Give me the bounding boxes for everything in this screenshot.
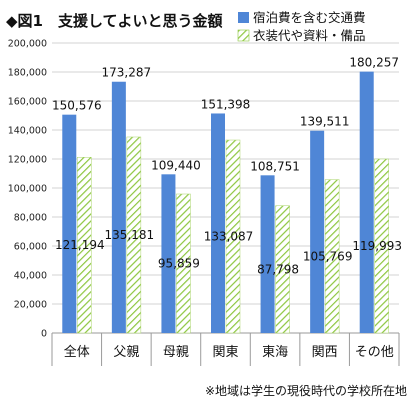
data-label-costume: 135,181 [105,228,155,242]
data-label-transport: 173,287 [102,66,152,80]
data-label-transport: 150,576 [52,99,102,113]
bar-transport [260,175,275,333]
data-label-transport: 108,751 [250,159,300,173]
data-labels: 150,576 121,194 173,287 135,181 109,440 95,85… [52,56,402,277]
x-category-label: 関東 [212,344,238,360]
legend-swatch-series-2 [237,29,250,42]
data-label-costume: 119,993 [352,239,402,253]
data-label-costume: 87,798 [257,262,299,276]
bars [62,71,389,334]
bar-costume [324,179,340,334]
legend: 宿泊費を含む交通費 衣装代や資料・備品 [237,10,366,43]
chart-title: ◆図1 支援してよいと思う金額 [6,12,223,30]
data-label-costume: 95,859 [158,257,200,271]
y-tick-label: 120,000 [8,155,47,166]
x-category-label: 東海 [262,344,288,360]
bar-transport [161,174,176,333]
x-category-label: 母親 [163,345,189,360]
y-tick-label: 100,000 [8,184,47,195]
data-label-costume: 105,769 [303,249,353,263]
bar-transport [62,114,77,334]
bar-costume [126,136,142,334]
data-label-transport: 151,398 [201,97,251,111]
y-tick-label: 160,000 [8,97,47,108]
legend-label-series-1: 宿泊費を含む交通費 [253,10,366,25]
legend-swatch-series-1 [238,12,249,23]
bar-costume [225,139,241,334]
y-tick-label: 80,000 [14,213,47,224]
footnote: ※地域は学生の現役時代の学校所在地 [205,383,407,398]
bar-costume [176,193,191,334]
data-label-transport: 109,440 [151,158,201,172]
x-category-label: 全体 [64,344,90,360]
y-tick-label: 140,000 [8,126,47,137]
bar-costume [275,205,290,334]
legend-label-series-2: 衣装代や資料・備品 [253,28,366,43]
y-tick-label: 60,000 [14,242,47,253]
x-category-label: その他 [355,345,394,360]
x-category-label: 関西 [312,345,338,360]
y-tick-label: 200,000 [8,39,47,50]
x-axis-categories: 全体 父親 母親 関東 東海 関西 その他 [64,344,394,360]
data-label-costume: 133,087 [204,230,254,244]
y-tick-label: 180,000 [8,68,47,79]
data-label-transport: 139,511 [300,115,350,129]
y-tick-label: 20,000 [14,300,47,311]
bar-costume [374,158,389,334]
y-axis-tick-labels: 0 20,000 40,000 60,000 80,000 100,000 120,000 1… [8,39,47,340]
y-tick-label: 40,000 [14,271,47,282]
bar-transport [211,113,225,333]
data-label-costume: 121,194 [55,238,105,252]
bar-costume [77,157,92,334]
data-label-transport: 180,257 [349,56,399,70]
gridlines [51,42,400,366]
bar-transport [111,81,126,333]
x-category-label: 父親 [113,345,139,360]
bar-transport [359,71,374,333]
bar-transport [310,130,325,333]
y-tick-label: 0 [41,329,47,340]
